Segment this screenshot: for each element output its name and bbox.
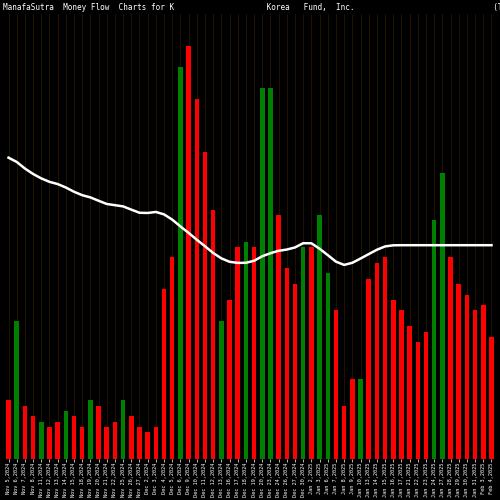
Bar [473, 310, 478, 458]
Bar [154, 427, 158, 458]
Bar [481, 305, 486, 458]
Bar [358, 380, 363, 458]
Bar [178, 67, 182, 458]
Bar [284, 268, 289, 458]
Bar [129, 416, 134, 459]
Bar [56, 422, 60, 459]
Bar [219, 321, 224, 458]
Bar [162, 290, 166, 458]
Bar [318, 215, 322, 458]
Bar [88, 400, 92, 458]
Bar [236, 247, 240, 458]
Bar [268, 88, 272, 459]
Bar [276, 215, 281, 458]
Bar [440, 173, 444, 459]
Bar [244, 242, 248, 458]
Bar [202, 152, 207, 459]
Bar [96, 406, 101, 458]
Bar [228, 300, 232, 458]
Bar [374, 263, 379, 458]
Bar [194, 98, 199, 458]
Bar [383, 258, 388, 458]
Bar [366, 278, 371, 458]
Bar [301, 247, 306, 458]
Bar [64, 411, 68, 459]
Bar [456, 284, 461, 459]
Bar [464, 294, 469, 458]
Bar [334, 310, 338, 458]
Bar [14, 321, 19, 458]
Bar [432, 220, 436, 458]
Bar [408, 326, 412, 458]
Bar [31, 416, 36, 459]
Bar [6, 400, 11, 458]
Bar [137, 427, 141, 458]
Bar [309, 247, 314, 458]
Bar [416, 342, 420, 458]
Bar [350, 380, 354, 458]
Bar [104, 427, 109, 458]
Bar [121, 400, 126, 458]
Bar [80, 427, 84, 458]
Bar [448, 258, 453, 458]
Text: ManafaSutra  Money Flow  Charts for K                    Korea   Fund,  Inc.    : ManafaSutra Money Flow Charts for K Kore… [3, 3, 500, 12]
Bar [186, 46, 191, 459]
Bar [47, 427, 52, 458]
Bar [342, 406, 346, 458]
Bar [260, 88, 264, 459]
Bar [22, 406, 27, 458]
Bar [39, 422, 44, 459]
Bar [72, 416, 76, 459]
Bar [170, 258, 174, 458]
Bar [489, 337, 494, 458]
Bar [391, 300, 396, 458]
Bar [399, 310, 404, 458]
Bar [146, 432, 150, 458]
Bar [211, 210, 216, 458]
Bar [293, 284, 298, 459]
Bar [424, 332, 428, 458]
Bar [326, 274, 330, 458]
Bar [252, 247, 256, 458]
Bar [112, 422, 117, 459]
